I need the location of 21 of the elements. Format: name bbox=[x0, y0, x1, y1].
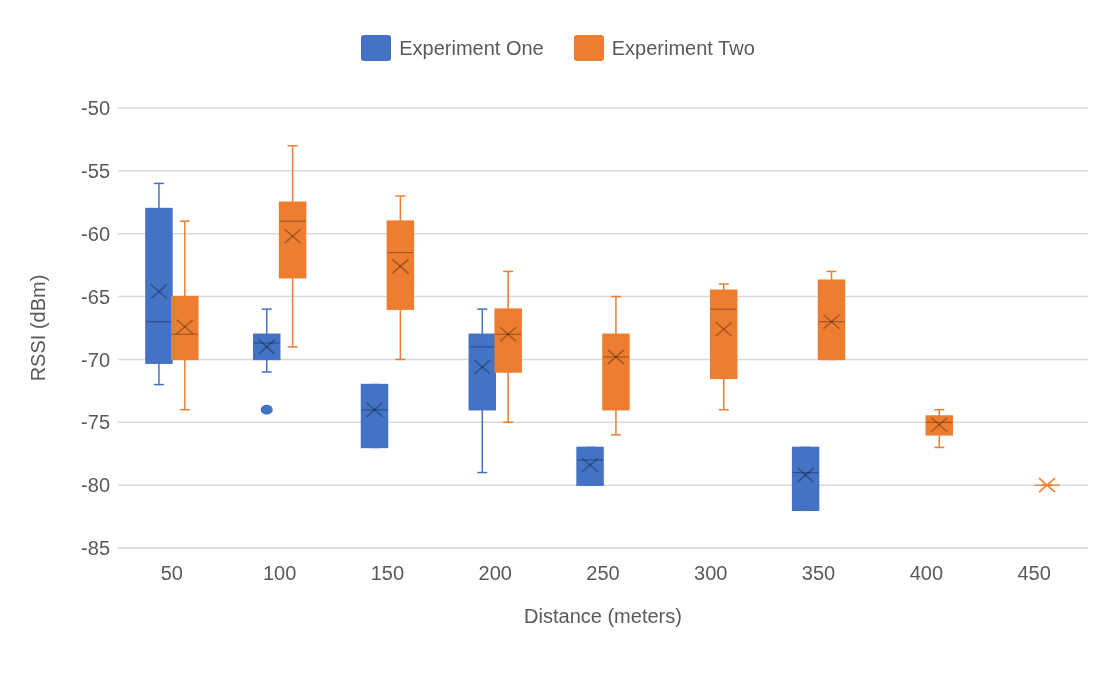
x-tick-label: 450 bbox=[1017, 562, 1051, 585]
y-tick-label: -85 bbox=[81, 537, 110, 560]
y-tick-label: -75 bbox=[81, 411, 110, 434]
x-tick-label: 250 bbox=[586, 562, 620, 585]
y-tick-label: -70 bbox=[81, 348, 110, 371]
y-tick-label: -50 bbox=[81, 97, 110, 120]
x-tick-label: 200 bbox=[478, 562, 512, 585]
y-tick-label: -65 bbox=[81, 285, 110, 308]
y-axis-title: RSSI (dBm) bbox=[27, 274, 50, 382]
x-tick-label: 150 bbox=[370, 562, 405, 585]
x-tick-label: 300 bbox=[694, 562, 728, 585]
x-tick-label: 50 bbox=[160, 562, 184, 585]
legend-label: Experiment Two bbox=[611, 36, 755, 60]
y-tick-label: -55 bbox=[81, 159, 110, 182]
y-tick-label: -60 bbox=[81, 222, 110, 245]
y-tick-label: -80 bbox=[81, 474, 110, 497]
x-axis-title: Distance (meters) bbox=[524, 605, 682, 627]
legend-label: Experiment One bbox=[399, 36, 544, 60]
x-tick-label: 350 bbox=[801, 562, 836, 585]
x-tick-label: 400 bbox=[909, 562, 944, 585]
x-tick-label: 100 bbox=[262, 562, 297, 585]
